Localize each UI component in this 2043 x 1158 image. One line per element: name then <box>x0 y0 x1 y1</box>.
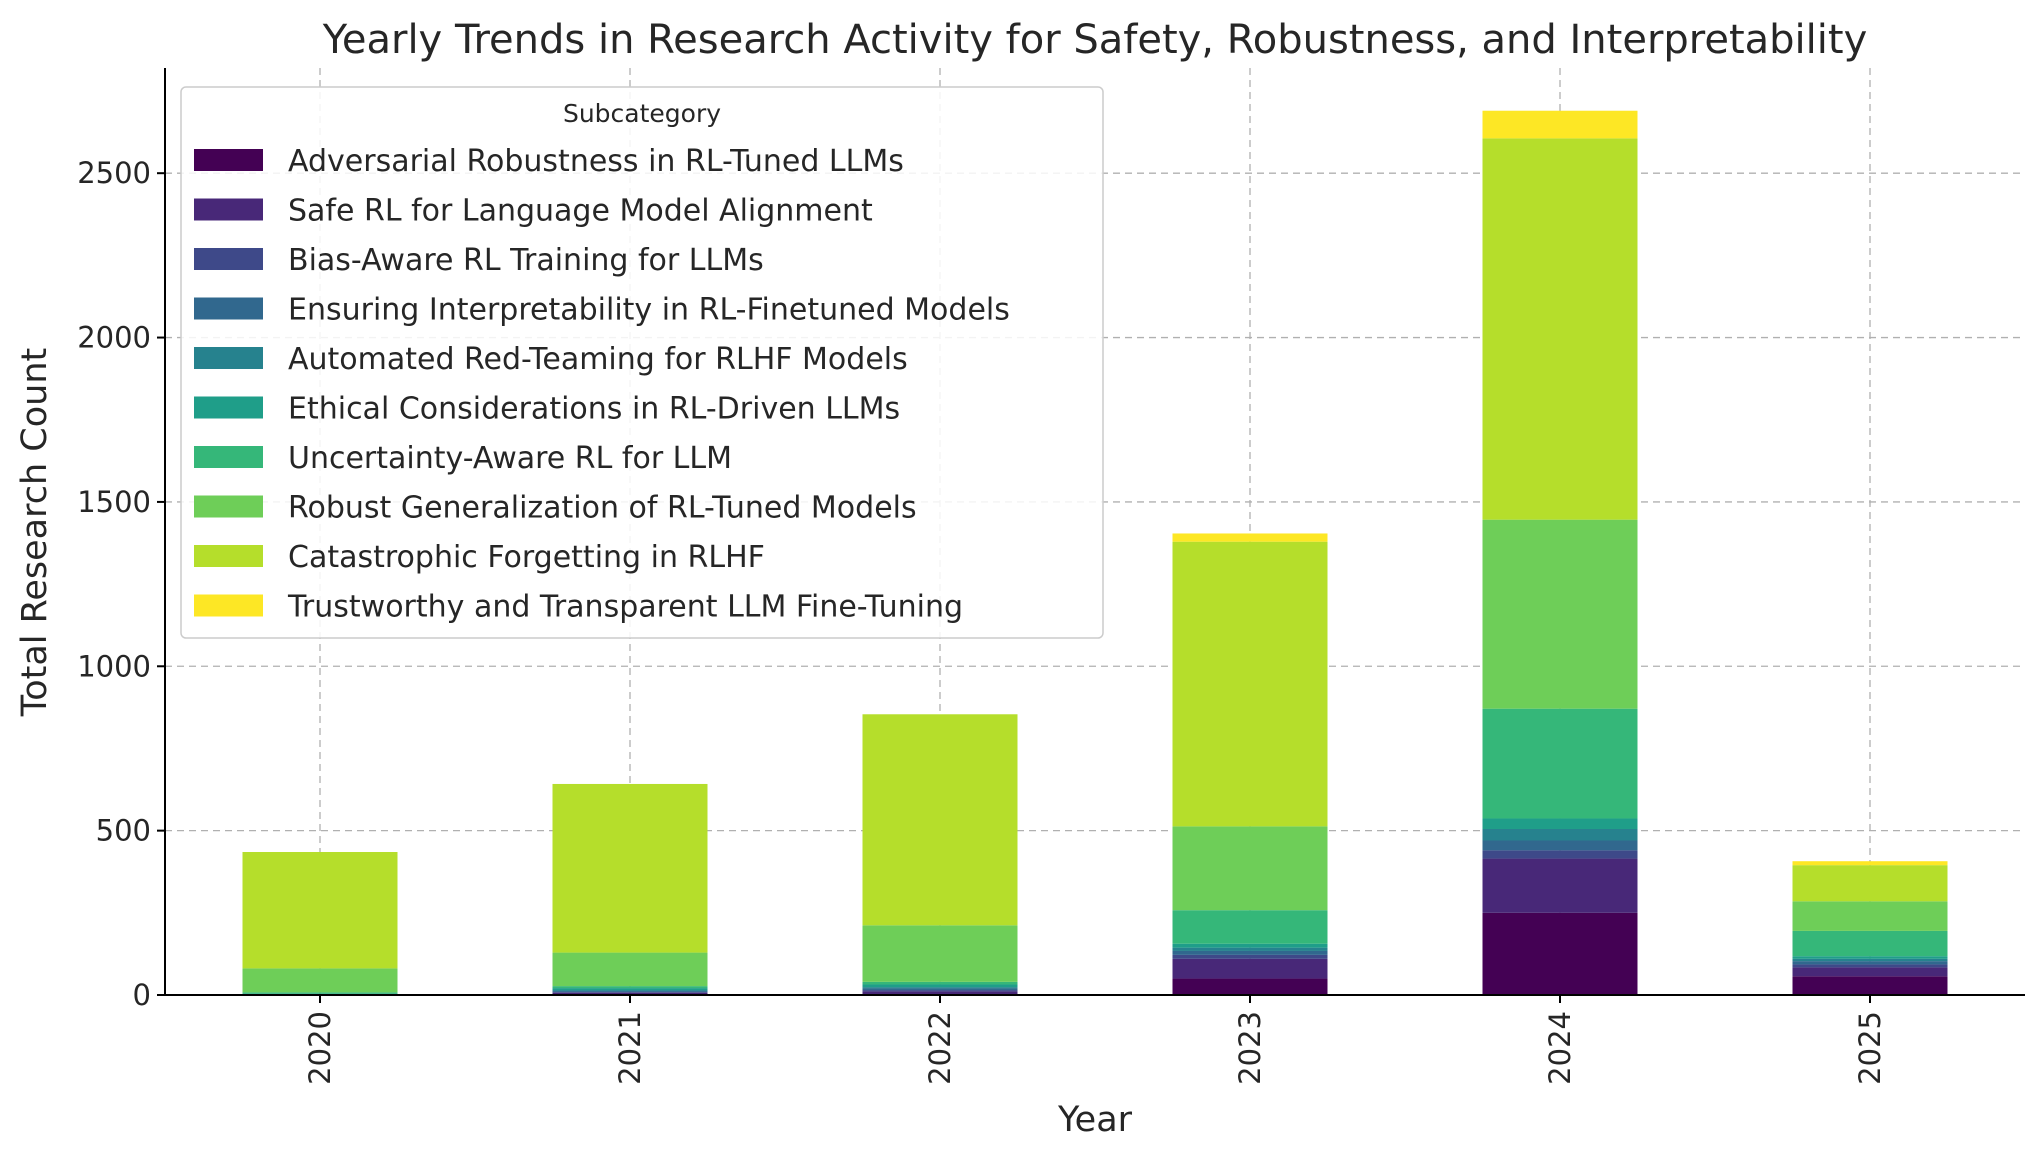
y-tick-label: 2500 <box>77 156 151 190</box>
legend-box <box>180 86 1104 639</box>
bar-segment-2023-4 <box>1172 950 1328 955</box>
bar-segment-2022-4 <box>862 988 1018 991</box>
bar-segment-2021-8 <box>552 952 708 987</box>
bar-segment-2025-4 <box>1792 961 1948 965</box>
bar-segment-2023-6 <box>1172 943 1328 948</box>
y-axis-label: Total Research Count <box>15 348 55 717</box>
legend-label-1: Adversarial Robustness in RL-Tuned LLMs <box>288 144 904 179</box>
bar-segment-2022-5 <box>862 987 1018 989</box>
bar-segment-2025-7 <box>1792 930 1948 957</box>
bar-segment-2025-2 <box>1792 967 1948 977</box>
x-tick-label-2020: 2020 <box>303 1011 337 1085</box>
bar-segment-2024-1 <box>1482 912 1638 995</box>
bar-segment-2024-2 <box>1482 858 1638 913</box>
bar-segment-2025-8 <box>1792 901 1948 931</box>
x-tick-label-2023: 2023 <box>1233 1011 1267 1085</box>
bar-segment-2023-1 <box>1172 978 1328 995</box>
bar-segment-2021-5 <box>552 990 708 992</box>
bar-segment-2020-8 <box>242 968 398 993</box>
bar-segment-2023-8 <box>1172 826 1328 911</box>
bar-segment-2021-6 <box>552 988 708 991</box>
bar-segment-2024-8 <box>1482 519 1638 709</box>
bar-segment-2024-3 <box>1482 850 1638 859</box>
bar-segment-2020-7 <box>242 992 398 994</box>
y-tick-label: 500 <box>96 814 151 848</box>
bar-segment-2021-7 <box>552 986 708 989</box>
bar-segment-2025-3 <box>1792 964 1948 968</box>
legend-label-6: Ethical Considerations in RL-Driven LLMs <box>288 392 900 427</box>
bar-segment-2024-10 <box>1482 110 1638 139</box>
legend-swatch-7 <box>194 446 263 468</box>
legend-swatch-1 <box>194 149 263 171</box>
bar-segment-2024-9 <box>1482 138 1638 520</box>
legend-label-3: Bias-Aware RL Training for LLMs <box>288 243 764 278</box>
x-axis-label: Year <box>1057 1100 1133 1140</box>
y-tick-label: 1500 <box>77 485 151 519</box>
bar-segment-2025-1 <box>1792 976 1948 995</box>
bar-segment-2022-3 <box>862 990 1018 992</box>
legend-label-9: Catastrophic Forgetting in RLHF <box>288 540 765 575</box>
legend-label-10: Trustworthy and Transparent LLM Fine-Tun… <box>287 590 963 625</box>
bar-segment-2025-5 <box>1792 958 1948 962</box>
bar-segment-2022-6 <box>862 984 1018 988</box>
bar-segment-2025-9 <box>1792 865 1948 902</box>
bar-segment-2021-4 <box>552 991 708 993</box>
legend-title: Subcategory <box>563 99 721 128</box>
bar-segment-2023-10 <box>1172 533 1328 542</box>
legend-label-2: Safe RL for Language Model Alignment <box>288 194 873 229</box>
bar-segment-2023-2 <box>1172 958 1328 979</box>
legend: Subcategory Adversarial Robustness in RL-… <box>180 86 1104 639</box>
y-tick-label: 0 <box>133 978 151 1012</box>
legend-label-7: Uncertainty-Aware RL for LLM <box>288 441 732 476</box>
legend-label-5: Automated Red-Teaming for RLHF Models <box>288 342 908 377</box>
x-tick-label-2025: 2025 <box>1853 1011 1887 1085</box>
bar-segment-2022-7 <box>862 981 1018 985</box>
bar-segment-2022-8 <box>862 925 1018 982</box>
legend-swatch-4 <box>194 297 263 320</box>
x-tick-label-2022: 2022 <box>923 1011 957 1085</box>
bar-segment-2025-10 <box>1792 861 1948 866</box>
legend-swatch-2 <box>194 198 263 221</box>
bar-segment-2021-2 <box>552 992 708 995</box>
bar-segment-2022-9 <box>862 714 1018 926</box>
bar-segment-2023-9 <box>1172 541 1328 827</box>
bar-segment-2024-6 <box>1482 818 1638 829</box>
legend-swatch-9 <box>194 545 263 567</box>
axes: 0 500 1000 1500 2000 2500 2020 2021 2022 2023 2024… <box>77 68 2025 1085</box>
bar-segment-2020-9 <box>242 852 398 969</box>
bar-segment-2021-3 <box>552 992 708 993</box>
legend-label-4: Ensuring Interpretability in RL-Finetune… <box>288 293 1010 328</box>
chart-title: Yearly Trends in Research Activity for S… <box>322 17 1868 63</box>
bar-segment-2022-2 <box>862 991 1018 995</box>
legend-swatch-5 <box>194 347 263 369</box>
bars <box>242 110 1948 995</box>
bar-segment-2023-3 <box>1172 954 1328 959</box>
bar-segment-2021-9 <box>552 783 708 953</box>
x-tick-label-2021: 2021 <box>613 1011 647 1085</box>
legend-swatch-8 <box>194 495 263 518</box>
legend-swatch-10 <box>194 594 263 617</box>
bar-segment-2025-6 <box>1792 956 1948 959</box>
legend-swatch-3 <box>194 248 263 270</box>
bar-segment-2024-4 <box>1482 840 1638 851</box>
legend-label-8: Robust Generalization of RL-Tuned Models <box>288 491 917 526</box>
bar-segment-2023-5 <box>1172 947 1328 951</box>
y-tick-label: 2000 <box>77 321 151 355</box>
y-tick-label: 1000 <box>77 649 151 683</box>
bar-segment-2024-7 <box>1482 708 1638 819</box>
bar-segment-2024-5 <box>1482 828 1638 841</box>
x-tick-label-2024: 2024 <box>1543 1011 1577 1085</box>
bar-segment-2023-7 <box>1172 910 1328 944</box>
legend-swatch-6 <box>194 396 263 419</box>
